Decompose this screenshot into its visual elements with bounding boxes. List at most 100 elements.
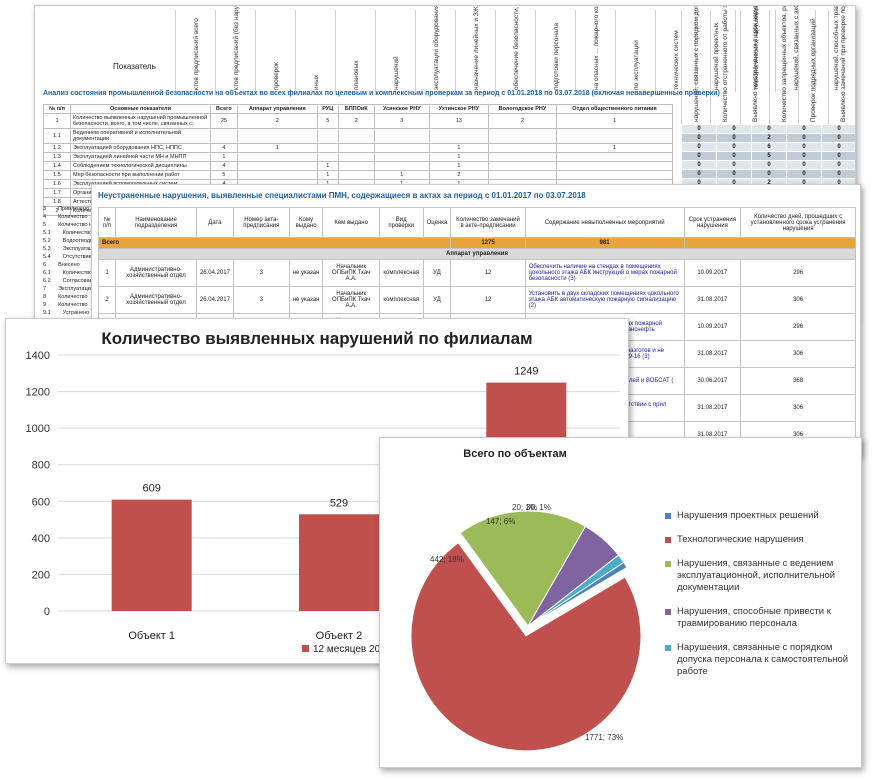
row-value	[487, 161, 558, 171]
right-value-cell: 0	[716, 142, 752, 152]
vertical-header-col: обеспечение безопасности, газо- и при вы…	[495, 6, 535, 92]
vertical-header-col: по эксплуатации	[615, 10, 655, 92]
row-number: 1.5	[43, 170, 71, 180]
row-value	[236, 161, 318, 171]
vertical-header-col: технических систем	[655, 10, 695, 92]
left-row-label: Количество	[58, 294, 88, 300]
row-value	[337, 161, 375, 171]
left-row-number: 9	[43, 302, 47, 308]
x-tick-label: Объект 1	[128, 630, 175, 642]
cell-to: не указан	[288, 259, 324, 287]
left-row-label: Количество	[62, 270, 93, 276]
group-label: Аппарат управления	[98, 248, 856, 260]
cell-content: Установить в двух складских помещениях ц…	[524, 286, 685, 314]
right-value-cell: 0	[786, 160, 822, 170]
y-tick-label: 1400	[26, 350, 50, 362]
cell-deadline: 10.09.2017	[683, 313, 742, 341]
cell-grade: УД	[422, 286, 452, 314]
row-value	[487, 152, 558, 162]
unresolved-column-header: Количество дней, прошедших с установленн…	[740, 207, 856, 238]
cell-dept: Административно-хозяйственный отдел	[115, 286, 197, 314]
bar-data-label: 1249	[514, 366, 538, 378]
right-value-cell: 0	[716, 124, 752, 134]
row-value	[556, 128, 673, 144]
vertical-header-col: на опасных ... пожарного контроля	[575, 6, 615, 92]
summary-column-header: Основные показатели	[70, 104, 211, 114]
cell-date: 26.04.2017	[195, 259, 234, 287]
right-value-cell: 0	[716, 151, 752, 161]
row-value	[337, 143, 375, 153]
summary-row: 1.2 Эксплуатацией оборудования НПС, НППС 4…	[43, 143, 673, 153]
pie-data-label: 147; 6%	[486, 517, 515, 526]
left-row: 3 Привлечено	[43, 206, 103, 214]
vertical-header-col: назначение линейных и ЗЖКЦП	[455, 6, 495, 92]
vertical-header-text: ктов предписаний всего	[192, 18, 200, 90]
row-name: Мер безопасности при выполнении работ	[70, 170, 211, 180]
left-row: 5.3 Эксплуатация	[43, 246, 103, 254]
left-row: 7 Эксплуатация	[43, 286, 103, 294]
row-value	[373, 152, 430, 162]
left-row: 8 Количество	[43, 294, 103, 302]
cell-days: 306	[740, 340, 856, 368]
right-value-cell: 0	[681, 169, 717, 179]
total-label: Всего	[97, 237, 452, 249]
vertical-header-col: проверок	[255, 10, 295, 92]
summary-title: Анализ состояния промышленной безопаснос…	[43, 90, 720, 97]
legend-swatch	[665, 537, 671, 543]
left-row: 5 Количество нарушений	[43, 222, 103, 230]
pie-data-label: 442; 18%	[430, 555, 464, 564]
left-row-number: 7	[43, 286, 47, 292]
row-value	[487, 170, 558, 180]
legend-label: Нарушения, связанные с ведением эксплуат…	[677, 558, 836, 593]
cell-by: Начальник ОПБиПК Ткач А.А.	[322, 259, 380, 287]
right-value-cell: 5	[751, 151, 787, 161]
summary-column-header: Усинское РНУ	[373, 104, 430, 114]
unresolved-column-header: Содержание невыполненных мероприятий	[524, 207, 685, 238]
row-name: Соблюдением технологической дисциплины	[70, 161, 211, 171]
row-value	[236, 170, 318, 180]
legend-item: Нарушения, связанные с ведением эксплуат…	[665, 558, 861, 594]
left-row-number: 5.1	[43, 230, 51, 236]
y-tick-label: 1000	[26, 423, 50, 435]
pie-chart: 1771; 73% 442; 18% 147; 6% 20; 1%30; 1%	[410, 503, 642, 752]
row-value	[487, 128, 558, 144]
cell-days: 368	[740, 367, 856, 395]
row-value: 3	[373, 113, 430, 129]
unresolved-column-header: Кому выдано	[288, 207, 324, 238]
pie-chart-panel: Всего по объектам 1771; 73% 442; 18% 147; …	[379, 437, 862, 768]
right-vertical-header-col: Выявлено неустраненных в срок нарушений	[739, 6, 769, 124]
summary-column-header: Аппарат управления	[236, 104, 318, 114]
right-value-cell: 0	[821, 160, 855, 170]
row-number: 1.3	[43, 152, 71, 162]
cell-n: 1	[97, 259, 117, 287]
row-number: 1	[43, 113, 71, 129]
pie-data-label: 1771; 73%	[585, 733, 623, 742]
summary-column-header: № п/п	[43, 104, 71, 114]
right-value-cell: 0	[751, 160, 787, 170]
right-value-cell: 0	[681, 151, 717, 161]
row-number: 1.4	[43, 161, 71, 171]
left-row: 5.2 Водоотводные	[43, 238, 103, 246]
cell-n: 2	[97, 286, 117, 314]
legend-item: Нарушения, связанные с порядком допуска …	[665, 642, 861, 678]
row-value: 1	[556, 143, 673, 153]
legend-swatch	[665, 609, 671, 615]
left-row-number: 5.3	[43, 246, 51, 252]
unresolved-column-header: Номер акта-предписания	[232, 207, 290, 238]
row-value: 2	[337, 113, 375, 129]
pie-legend: Нарушения проектных решений Технологическ…	[665, 510, 861, 690]
right-value-cell: 0	[681, 124, 717, 134]
y-tick-label: 800	[32, 460, 50, 472]
right-vertical-header-col: Количество запрещенных объектов, работ	[768, 6, 798, 124]
summary-column-header: Отдел общественного питания	[556, 104, 673, 114]
left-row-label: Водоотводные	[62, 238, 101, 244]
cell-type: комплексная	[378, 286, 424, 314]
vertical-header-text: обеспечение безопасности, газо- и при вы…	[513, 6, 520, 90]
cell-deadline: 31.08.2017	[683, 340, 742, 368]
row-value: 13	[428, 113, 489, 129]
pie-data-label: 20; 1%	[512, 503, 537, 512]
legend-item: Технологические нарушения	[665, 534, 861, 546]
right-vertical-header-text: Выявлено неустраненных в срок нарушений	[751, 5, 759, 122]
